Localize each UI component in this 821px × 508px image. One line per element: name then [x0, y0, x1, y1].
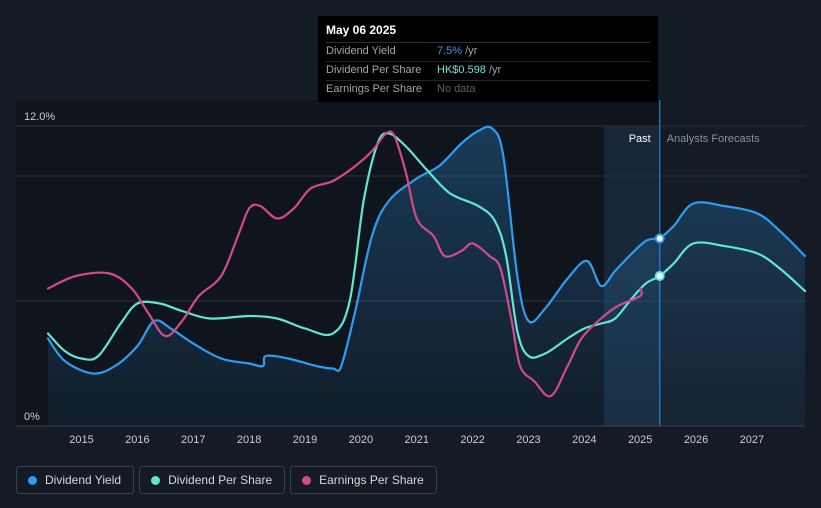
tooltip-label: Dividend Yield: [326, 45, 396, 57]
tooltip-row-dividend-yield: Dividend Yield 7.5% /yr: [326, 43, 650, 62]
legend-item-dividend-yield[interactable]: Dividend Yield: [16, 466, 135, 494]
x-tick-label: 2021: [404, 434, 428, 446]
x-tick-label: 2020: [349, 434, 373, 446]
past-label: Past: [629, 133, 651, 145]
x-tick-label: 2015: [69, 434, 93, 446]
line-earnings-per-share: [46, 130, 643, 398]
x-tick-label: 2025: [628, 434, 652, 446]
tooltip-value: HK$0.598: [437, 64, 486, 76]
forecast-label: Analysts Forecasts: [667, 133, 760, 145]
dividend-chart: 12.0% 0% 2015 2016 2017 2018 2019 2020 2021 2022 2…: [16, 100, 807, 446]
legend-label: Dividend Per Share: [168, 473, 273, 487]
x-tick-label: 2026: [684, 434, 708, 446]
tooltip-date: May 06 2025: [326, 22, 650, 43]
tooltip-value: No data: [437, 83, 476, 95]
legend-dot-icon: [302, 475, 312, 485]
x-tick-label: 2023: [516, 434, 540, 446]
chart-tooltip: May 06 2025 Dividend Yield 7.5% /yr Divi…: [318, 16, 658, 102]
x-tick-label: 2016: [125, 434, 149, 446]
legend-dot-icon: [28, 475, 37, 485]
tooltip-label: Dividend Per Share: [326, 64, 422, 76]
chart-markers: [654, 233, 665, 281]
marker-dividend-yield: [654, 233, 665, 244]
y-tick-label: 12.0%: [24, 111, 55, 123]
chart-labels: 12.0% 0% 2015 2016 2017 2018 2019 2020 2021 2022 2…: [24, 111, 764, 446]
x-tick-label: 2018: [237, 434, 261, 446]
x-tick-label: 2024: [572, 434, 596, 446]
legend-item-earnings-per-share[interactable]: Earnings Per Share: [290, 466, 437, 494]
tooltip-unit: /yr: [488, 64, 502, 76]
chart-areas: [48, 126, 805, 426]
tooltip-label: Earnings Per Share: [326, 83, 422, 95]
chart-legend: Dividend Yield Dividend Per Share Earnin…: [16, 466, 437, 494]
tooltip-unit: /yr: [465, 45, 478, 57]
x-tick-label: 2017: [181, 434, 205, 446]
legend-item-dividend-per-share[interactable]: Dividend Per Share: [139, 466, 286, 494]
y-tick-label: 0%: [24, 411, 40, 423]
area-dividend-yield: [48, 126, 805, 426]
x-tick-label: 2019: [293, 434, 317, 446]
marker-dividend-per-share: [654, 271, 665, 281]
tooltip-value: 7.5%: [437, 45, 463, 57]
legend-dot-icon: [151, 475, 161, 485]
x-tick-label: 2027: [740, 434, 764, 446]
legend-label: Dividend Yield: [45, 473, 122, 487]
legend-label: Earnings Per Share: [319, 473, 424, 487]
line-dividend-per-share: [46, 132, 807, 361]
tooltip-row-dividend-per-share: Dividend Per Share HK$0.598 /yr: [326, 62, 650, 81]
tooltip-row-earnings-per-share: Earnings Per Share No data: [326, 81, 650, 99]
x-tick-label: 2022: [460, 434, 484, 446]
